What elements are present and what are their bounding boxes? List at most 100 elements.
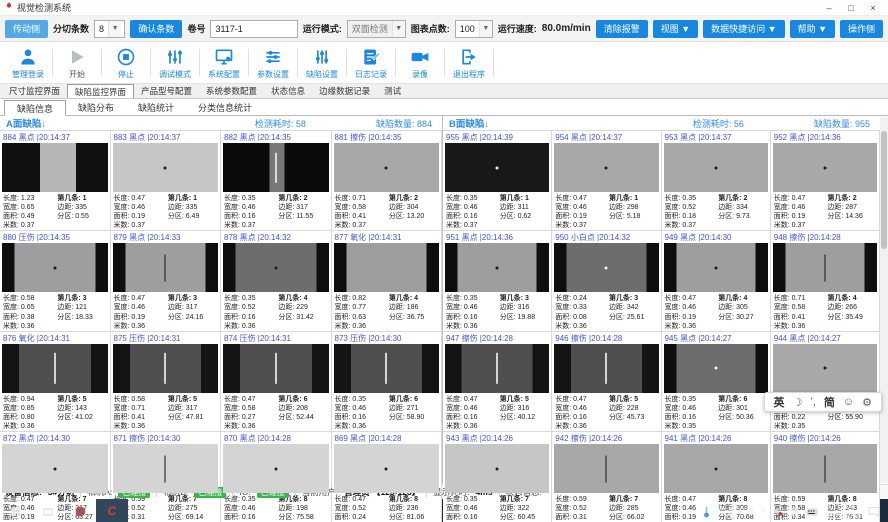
start-button[interactable]	[0, 499, 32, 522]
task-view-button[interactable]	[32, 499, 64, 522]
defect-cell[interactable]: 952 黑点 |20:14:36 长度: 0.47 宽度: 0.46 面积: 0.19…	[770, 131, 880, 232]
defect-cell-info: 长度: 0.35 宽度: 0.52 面积: 0.18 米数: 0.37 第几条: 2 边距…	[662, 192, 770, 230]
defect-cell[interactable]: 880 压伤 |20:14:35 长度: 0.58 宽度: 0.65 面积: 0.38…	[0, 231, 111, 332]
volume-icon[interactable]	[772, 506, 783, 517]
roll-number-input[interactable]: 3117-1	[210, 19, 298, 38]
tab-size-monitor[interactable]: 尺寸监控界面	[9, 86, 61, 96]
recording-button[interactable]: 录像	[396, 43, 444, 83]
defect-cell[interactable]: 872 黑点 |20:14:30 长度: 0.47 宽度: 0.46 面积: 0.19…	[0, 432, 111, 522]
punctuation-toggle[interactable]: ’,	[810, 396, 816, 408]
defect-count: 缺陷数量: 884	[375, 118, 432, 129]
vertical-scrollbar[interactable]	[880, 117, 888, 483]
tab-system-params[interactable]: 系统参数配置	[206, 86, 258, 96]
defect-cell[interactable]: 949 黑点 |20:14:30 长度: 0.47 宽度: 0.46 面积: 0.19…	[661, 231, 771, 332]
defect-image	[223, 343, 329, 393]
tab-edge-data[interactable]: 边缘数据记录	[319, 86, 371, 96]
confirm-count-button[interactable]: 确认条数	[130, 19, 183, 38]
tab-defect-monitor[interactable]: 缺陷监控界面	[67, 84, 135, 98]
thermometer-icon[interactable]	[702, 506, 711, 518]
defect-mark	[823, 166, 827, 169]
defect-cell[interactable]: 871 擦伤 |20:14:30 长度: 0.59 宽度: 0.52 面积: 0.31…	[110, 432, 221, 522]
admin-login-button[interactable]: 管理登录	[4, 43, 52, 83]
defect-cell[interactable]: 940 擦伤 |20:14:26 长度: 0.59 宽度: 0.58 面积: 0.34…	[770, 432, 880, 522]
defect-cell[interactable]: 877 氧化 |20:14:31 长度: 0.82 宽度: 0.77 面积: 0.63…	[331, 231, 442, 332]
subtab-defect-info[interactable]: 缺陷信息	[4, 100, 67, 116]
chart-points-select[interactable]: 100 ▼	[454, 19, 493, 38]
run-mode-select[interactable]: 双面检测 ▼	[346, 19, 406, 38]
subtab-class-stats[interactable]: 分类信息统计	[198, 102, 253, 113]
defect-cell[interactable]: 946 擦伤 |20:14:28 长度: 0.47 宽度: 0.46 面积: 0.16…	[552, 331, 662, 433]
clear-alarm-button[interactable]: 清除报警	[595, 19, 648, 38]
defect-cell[interactable]: 873 压伤 |20:14:30 长度: 0.35 宽度: 0.46 面积: 0.16…	[331, 331, 442, 433]
scrollbar-thumb[interactable]	[881, 131, 887, 249]
notification-icon[interactable]	[868, 506, 880, 517]
defect-cell[interactable]: 950 小白点 |20:14:32 长度: 0.24 宽度: 0.33 面积: 0.0…	[552, 231, 662, 332]
subtab-defect-distribution[interactable]: 缺陷分布	[78, 102, 115, 113]
defect-width: 宽度: 0.46	[113, 304, 146, 312]
defect-cell[interactable]: 947 擦伤 |20:14:28 长度: 0.47 宽度: 0.46 面积: 0.16…	[443, 331, 553, 433]
minimize-button[interactable]: –	[826, 2, 832, 13]
defect-margin: 边距: 208	[278, 404, 308, 412]
defect-cell[interactable]: 876 氧化 |20:14:31 长度: 0.94 宽度: 0.85 面积: 0.80…	[0, 331, 111, 433]
quick-access-menu-button[interactable]: 数据快捷访问 ▼	[703, 19, 785, 38]
taskbar-active-app-icon[interactable]: C	[96, 499, 128, 522]
defect-zone: 分区: 75.58	[278, 514, 314, 522]
taskbar-app-icon[interactable]	[64, 499, 96, 522]
defect-cell[interactable]: 874 压伤 |20:14:31 长度: 0.47 宽度: 0.58 面积: 0.27…	[221, 331, 332, 433]
defect-cell[interactable]: 879 黑点 |20:14:33 长度: 0.47 宽度: 0.46 面积: 0.19…	[110, 231, 221, 332]
tab-status-info[interactable]: 状态信息	[271, 86, 306, 96]
help-menu-button[interactable]: 帮助 ▼	[789, 19, 835, 38]
tab-product-config[interactable]: 产品型号配置	[141, 86, 193, 96]
moon-icon[interactable]: ☽	[792, 396, 803, 409]
maximize-button[interactable]: □	[848, 2, 854, 13]
weather-text[interactable]: 气温下降	[718, 507, 755, 517]
defect-cell[interactable]: 882 黑点 |20:14:35 长度: 0.35 宽度: 0.46 面积: 0.16…	[221, 131, 332, 232]
stop-button[interactable]: 停止	[102, 43, 150, 83]
ime-lang-toggle[interactable]: 英	[773, 397, 785, 409]
defect-cell-header: 884 黑点 |20:14:37	[3, 133, 71, 142]
defect-cell[interactable]: 943 黑点 |20:14:26 长度: 0.35 宽度: 0.46 面积: 0.16…	[443, 432, 553, 522]
log-record-button[interactable]: 日志记录	[347, 43, 395, 83]
keyboard-icon[interactable]	[806, 507, 818, 517]
taskbar-clock[interactable]: 20:14 2025/2/10	[825, 501, 861, 521]
defect-meter: 米数: 0.36	[555, 322, 587, 330]
emoji-icon[interactable]: ☺	[842, 396, 855, 408]
defect-cell[interactable]: 884 黑点 |20:14:37 长度: 1.23 宽度: 0.65 面积: 0.49…	[0, 131, 111, 232]
operate-side-button[interactable]: 操作侧	[839, 19, 883, 38]
close-button[interactable]: ×	[870, 2, 876, 13]
ime-language-indicator[interactable]: 英	[790, 507, 800, 517]
parameter-settings-button[interactable]: 参数设置	[249, 43, 297, 83]
defect-cell[interactable]: 881 擦伤 |20:14:35 长度: 0.71 宽度: 0.58 面积: 0.41…	[331, 131, 442, 232]
defect-zone: 分区: 25.61	[608, 313, 645, 321]
subtab-defect-stats[interactable]: 缺陷统计	[138, 102, 175, 113]
ime-simplified-toggle[interactable]: 简	[823, 397, 835, 409]
debug-mode-button[interactable]: 调试模式	[151, 43, 199, 83]
start-button[interactable]: 开始	[53, 43, 101, 83]
defect-cell[interactable]: 955 黑点 |20:14:39 长度: 0.35 宽度: 0.46 面积: 0.16…	[443, 131, 553, 232]
defect-cell[interactable]: 883 黑点 |20:14:37 长度: 0.47 宽度: 0.46 面积: 0.19…	[110, 131, 221, 232]
defect-cell[interactable]: 954 黑点 |20:14:37 长度: 0.47 宽度: 0.46 面积: 0.19…	[552, 131, 662, 232]
defect-settings-button[interactable]: 缺陷设置	[298, 43, 346, 83]
slit-count-select[interactable]: 8 ▼	[94, 19, 126, 38]
defect-cell[interactable]: 953 黑点 |20:14:37 长度: 0.35 宽度: 0.52 面积: 0.18…	[661, 131, 771, 232]
defect-cell[interactable]: 869 黑点 |20:14:28 长度: 0.47 宽度: 0.52 面积: 0.24…	[331, 432, 442, 522]
defect-cell[interactable]: 875 压伤 |20:14:31 长度: 0.58 宽度: 0.71 面积: 0.41…	[110, 331, 221, 433]
defect-cell[interactable]: 945 黑点 |20:14:27 长度: 0.35 宽度: 0.46 面积: 0.16…	[661, 331, 771, 433]
defect-length: 长度: 0.47	[446, 395, 478, 403]
defect-cell[interactable]: 948 擦伤 |20:14:28 长度: 0.71 宽度: 0.58 面积: 0.41…	[770, 231, 880, 332]
gear-icon[interactable]: ⚙	[862, 396, 872, 409]
exit-program-button[interactable]: 退出程序	[445, 43, 493, 83]
defect-cell[interactable]: 870 黑点 |20:14:28 长度: 0.35 宽度: 0.46 面积: 0.16…	[221, 432, 332, 522]
system-config-button[interactable]: 系统配置	[200, 43, 248, 83]
defect-cell[interactable]: 942 擦伤 |20:14:26 长度: 0.59 宽度: 0.52 面积: 0.31…	[552, 432, 662, 522]
defect-margin: 边距: 342	[608, 304, 639, 312]
defect-cell[interactable]: 878 黑点 |20:14:32 长度: 0.35 宽度: 0.52 面积: 0.16…	[221, 231, 332, 332]
defect-cell[interactable]: 951 黑点 |20:14:36 长度: 0.35 宽度: 0.46 面积: 0.16…	[443, 231, 553, 332]
drive-side-button[interactable]: 传动侧	[5, 19, 49, 38]
tab-test[interactable]: 测试	[384, 86, 402, 96]
hidden-icons-chevron[interactable]: ^	[761, 506, 766, 517]
defect-cell[interactable]: 941 黑点 |20:14:26 长度: 0.47 宽度: 0.46 面积: 0.19…	[661, 432, 771, 522]
view-menu-button[interactable]: 视图 ▼	[652, 19, 699, 38]
panel-title: B面缺陷↓	[449, 119, 490, 130]
